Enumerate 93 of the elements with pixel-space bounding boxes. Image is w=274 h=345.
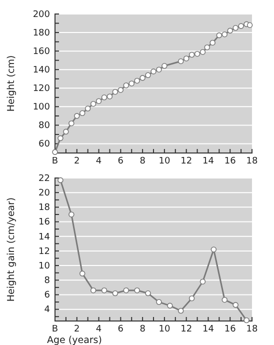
y-tick-label: 10 xyxy=(38,261,50,272)
y-tick-label: 8 xyxy=(44,276,50,286)
point xyxy=(232,25,238,31)
y-tick-label: 180 xyxy=(32,28,50,38)
point xyxy=(112,88,118,95)
x-tick-label: 10 xyxy=(158,156,170,166)
x-tick-label: 18 xyxy=(246,156,258,166)
y-tick-label: 20 xyxy=(38,188,50,198)
x-tick-label: 4 xyxy=(96,156,102,166)
point xyxy=(178,308,184,314)
point xyxy=(84,106,91,112)
x-tick-label: 16 xyxy=(224,156,236,166)
point xyxy=(68,212,74,218)
point xyxy=(123,287,130,294)
x-tick-label: 14 xyxy=(202,324,214,334)
y-tick-label: 14 xyxy=(38,232,50,242)
point xyxy=(90,100,96,107)
point xyxy=(90,287,96,294)
point xyxy=(112,290,118,296)
point xyxy=(200,278,206,284)
x-tick-label: B xyxy=(52,324,58,334)
point xyxy=(118,87,124,93)
point xyxy=(52,149,58,155)
y-tick-label: 160 xyxy=(32,46,50,57)
x-axis-title: Age (years) xyxy=(47,335,102,345)
y-tick-label: 100 xyxy=(32,102,50,113)
point xyxy=(188,295,195,302)
point xyxy=(145,72,151,78)
point xyxy=(162,62,168,69)
point xyxy=(204,44,210,50)
point xyxy=(178,58,184,64)
point xyxy=(134,78,140,84)
point xyxy=(134,287,140,294)
point xyxy=(150,68,156,74)
point xyxy=(156,66,162,72)
point xyxy=(128,80,135,86)
point xyxy=(140,75,146,81)
x-tick-label: 8 xyxy=(140,156,146,166)
point xyxy=(101,94,108,100)
point xyxy=(216,32,222,38)
x-tick-label: 18 xyxy=(246,324,258,334)
x-tick-label: 16 xyxy=(224,324,236,334)
point xyxy=(222,296,228,303)
point xyxy=(167,302,173,309)
x-tick-label: 6 xyxy=(118,324,124,334)
x-tick-label: 4 xyxy=(96,324,102,334)
y-tick-label: 120 xyxy=(32,84,50,94)
point xyxy=(96,98,102,104)
point xyxy=(238,23,244,29)
y-tick-label: 140 xyxy=(32,65,50,76)
point xyxy=(58,177,64,184)
y-tick-label: 200 xyxy=(32,10,50,20)
point xyxy=(145,290,151,296)
y-tick-label: 6 xyxy=(44,290,50,301)
x-tick-label: 2 xyxy=(74,324,80,334)
point xyxy=(227,28,234,34)
point xyxy=(183,56,190,62)
point xyxy=(58,135,64,142)
y-tick-label: 18 xyxy=(38,203,50,214)
y-tick-label: 80 xyxy=(38,121,50,132)
y-tick-label: 12 xyxy=(38,246,50,257)
point xyxy=(210,40,216,46)
x-tick-label: 6 xyxy=(118,156,124,166)
point xyxy=(74,113,80,119)
point xyxy=(79,110,86,116)
x-tick-label: B xyxy=(52,156,58,166)
point xyxy=(246,22,253,28)
x-tick-label: 8 xyxy=(140,324,146,334)
point xyxy=(101,287,108,294)
point xyxy=(79,270,86,276)
x-tick-label: 12 xyxy=(180,156,192,166)
point xyxy=(123,82,130,88)
point xyxy=(68,120,74,126)
y-axis-title: Height gain (cm/year) xyxy=(6,197,17,302)
point xyxy=(194,50,200,57)
point xyxy=(106,94,113,100)
point xyxy=(200,49,206,55)
point xyxy=(244,317,250,324)
x-tick-label: 10 xyxy=(158,324,170,334)
point xyxy=(232,302,238,308)
y-tick-label: 60 xyxy=(38,140,50,150)
point xyxy=(63,128,69,135)
y-tick-label: 4 xyxy=(44,305,50,316)
y-tick-label: 22 xyxy=(38,174,50,184)
y-axis-title: Height (cm) xyxy=(6,55,17,112)
point xyxy=(156,299,162,305)
point xyxy=(210,246,217,252)
x-tick-label: 14 xyxy=(202,156,214,166)
x-tick-label: 2 xyxy=(74,156,80,166)
point xyxy=(188,52,195,58)
x-tick-label: 12 xyxy=(180,324,192,334)
y-tick-label: 16 xyxy=(38,218,50,228)
point xyxy=(222,31,228,38)
